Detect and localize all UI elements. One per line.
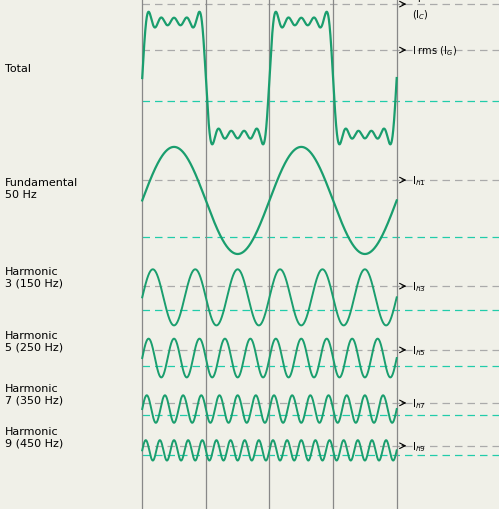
Text: I$_{h9}$: I$_{h9}$: [412, 439, 426, 453]
Text: I$_{h1}$: I$_{h1}$: [412, 174, 426, 188]
Text: I$_{h3}$: I$_{h3}$: [412, 279, 426, 294]
Text: Total: Total: [5, 64, 31, 74]
Text: I rms (I$_G$): I rms (I$_G$): [412, 44, 457, 58]
Text: Harmonic
9 (450 Hz): Harmonic 9 (450 Hz): [5, 426, 63, 447]
Text: Fundamental
50 Hz: Fundamental 50 Hz: [5, 178, 78, 199]
Text: Harmonic
7 (350 Hz): Harmonic 7 (350 Hz): [5, 383, 63, 405]
Text: I$_{h5}$: I$_{h5}$: [412, 343, 425, 357]
Text: Harmonic
5 (250 Hz): Harmonic 5 (250 Hz): [5, 330, 63, 352]
Text: I$_{h7}$: I$_{h7}$: [412, 396, 426, 410]
Text: Harmonic
3 (150 Hz): Harmonic 3 (150 Hz): [5, 267, 63, 288]
Text: (I$_C$): (I$_C$): [412, 8, 429, 22]
Text: I peak: I peak: [412, 0, 442, 2]
